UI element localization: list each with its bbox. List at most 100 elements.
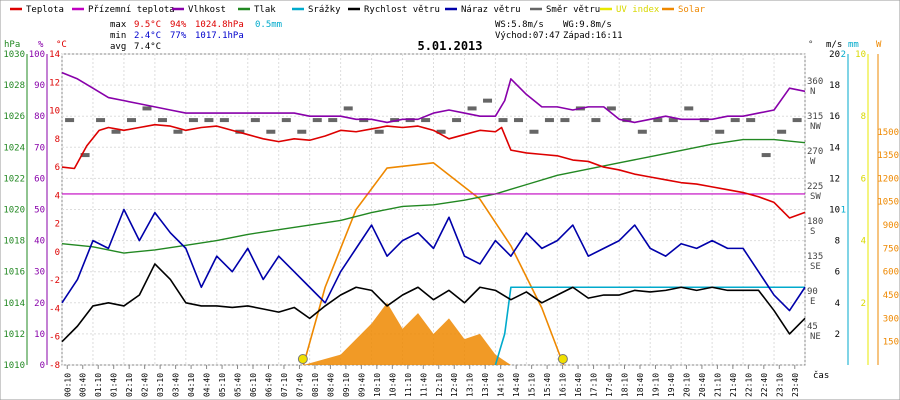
percent-tick-label: 90	[34, 81, 45, 91]
percent-tick-label: 10	[34, 330, 45, 340]
wind-gust-info: WG:9.8m/s	[563, 20, 612, 30]
x-tick-label: 16:40	[574, 373, 583, 397]
celsius-tick-label: 14	[49, 50, 60, 60]
x-tick-label: 19:10	[651, 373, 660, 397]
wind-direction-mark	[513, 118, 523, 123]
wind-dir-deg-label: 90	[807, 287, 818, 297]
x-tick-label: 09:40	[357, 373, 366, 397]
uv-tick-label: 6	[861, 174, 866, 184]
solar-tick-label: 1500	[877, 128, 899, 138]
uv-tick-label: 8	[861, 112, 866, 122]
wind-direction-mark	[684, 106, 694, 111]
wind-direction-mark	[544, 118, 554, 123]
solar-tick-label: 900	[883, 221, 899, 231]
uv-tick-label: 10	[855, 50, 866, 60]
x-tick-label: 22:10	[744, 373, 753, 397]
wind-direction-mark	[266, 129, 276, 134]
hpa-tick-label: 1010	[3, 361, 25, 371]
x-tick-label: 00:40	[79, 373, 88, 397]
hpa-tick-label: 1016	[3, 268, 25, 278]
legend-label: Teplota	[26, 5, 64, 15]
wind-dir-deg-label: 225	[807, 182, 823, 192]
x-tick-label: 06:10	[249, 373, 258, 397]
wind-direction-mark	[653, 118, 663, 123]
sunrise-info: Východ:07:47	[495, 31, 560, 41]
mm-tick-label: 2	[841, 50, 846, 60]
wind-dir-deg-label: 270	[807, 147, 823, 157]
celsius-tick-label: -2	[49, 276, 60, 286]
x-tick-label: 17:10	[590, 373, 599, 397]
wind-direction-mark	[111, 129, 121, 134]
ms-tick-label: 14	[829, 143, 840, 153]
stat-avg-label: avg	[110, 42, 126, 52]
wind-direction-mark	[591, 118, 601, 123]
legend-label: Směr větru	[546, 5, 600, 15]
wind-direction-mark	[560, 118, 570, 123]
wind-direction-mark	[730, 118, 740, 123]
x-tick-label: 22:40	[760, 373, 769, 397]
wind-direction-mark	[297, 129, 307, 134]
wind-direction-mark	[777, 129, 787, 134]
x-tick-label: 18:40	[636, 373, 645, 397]
wind-direction-mark	[343, 106, 353, 111]
x-tick-label: 05:40	[234, 373, 243, 397]
wind-direction-mark	[498, 118, 508, 123]
solar-tick-label: 1200	[877, 174, 899, 184]
wind-direction-mark	[250, 118, 260, 123]
celsius-tick-label: 12	[49, 78, 60, 88]
wind-direction-mark	[157, 118, 167, 123]
ms-tick-label: 12	[829, 174, 840, 184]
wind-direction-mark	[668, 118, 678, 123]
wind-direction-mark	[483, 98, 493, 103]
solar-area	[303, 302, 511, 365]
wind-direction-mark	[219, 118, 229, 123]
wind-direction-mark	[312, 118, 322, 123]
x-tick-label: 09:10	[342, 373, 351, 397]
x-tick-label: 20:40	[698, 373, 707, 397]
hpa-tick-label: 1014	[3, 299, 25, 309]
percent-tick-label: 20	[34, 299, 45, 309]
legend-label: Náraz větru	[461, 5, 521, 15]
x-tick-label: 10:40	[388, 373, 397, 397]
wind-speed-line	[61, 263, 806, 343]
x-tick-label: 11:40	[419, 373, 428, 397]
percent-tick-label: 40	[34, 237, 45, 247]
hpa-axis-unit: hPa	[4, 40, 20, 50]
hpa-tick-label: 1020	[3, 206, 25, 216]
x-tick-label: 18:10	[621, 373, 630, 397]
wind-direction-mark	[467, 106, 477, 111]
ms-tick-label: 4	[835, 299, 840, 309]
celsius-tick-label: -4	[49, 304, 60, 314]
wind-dir-compass-label: E	[810, 297, 815, 307]
x-tick-label: 08:40	[326, 373, 335, 397]
hpa-tick-label: 1026	[3, 112, 25, 122]
stat-max-humidity: 94%	[170, 20, 187, 30]
mm-tick-label: 1	[841, 206, 846, 216]
wind-dir-axis-unit: °	[808, 40, 813, 50]
percent-tick-label: 30	[34, 268, 45, 278]
x-tick-label: 19:40	[667, 373, 676, 397]
x-tick-label: 15:40	[543, 373, 552, 397]
wind-dir-deg-label: 315	[807, 112, 823, 122]
celsius-tick-label: -6	[49, 333, 60, 343]
x-tick-label: 01:40	[110, 373, 119, 397]
stat-min-humidity: 77%	[170, 31, 187, 41]
hpa-tick-label: 1018	[3, 237, 25, 247]
x-tick-label: 14:40	[512, 373, 521, 397]
wind-speed-info: WS:5.8m/s	[495, 20, 544, 30]
chart-title: 5.01.2013	[417, 39, 482, 53]
legend-label: Vlhkost	[188, 5, 226, 15]
celsius-tick-label: 8	[55, 135, 60, 145]
x-tick-label: 14:10	[497, 373, 506, 397]
x-tick-label: 12:10	[435, 373, 444, 397]
wind-direction-mark	[281, 118, 291, 123]
percent-tick-label: 60	[34, 174, 45, 184]
legend-label: Přízemní teplota	[88, 5, 175, 15]
humidity-line	[61, 71, 806, 124]
stat-max-rain: 0.5mm	[255, 20, 282, 30]
celsius-tick-label: 0	[55, 248, 60, 258]
wind-dir-deg-label: 180	[807, 217, 823, 227]
x-tick-label: 17:40	[605, 373, 614, 397]
solar-tick-label: 600	[883, 268, 899, 278]
